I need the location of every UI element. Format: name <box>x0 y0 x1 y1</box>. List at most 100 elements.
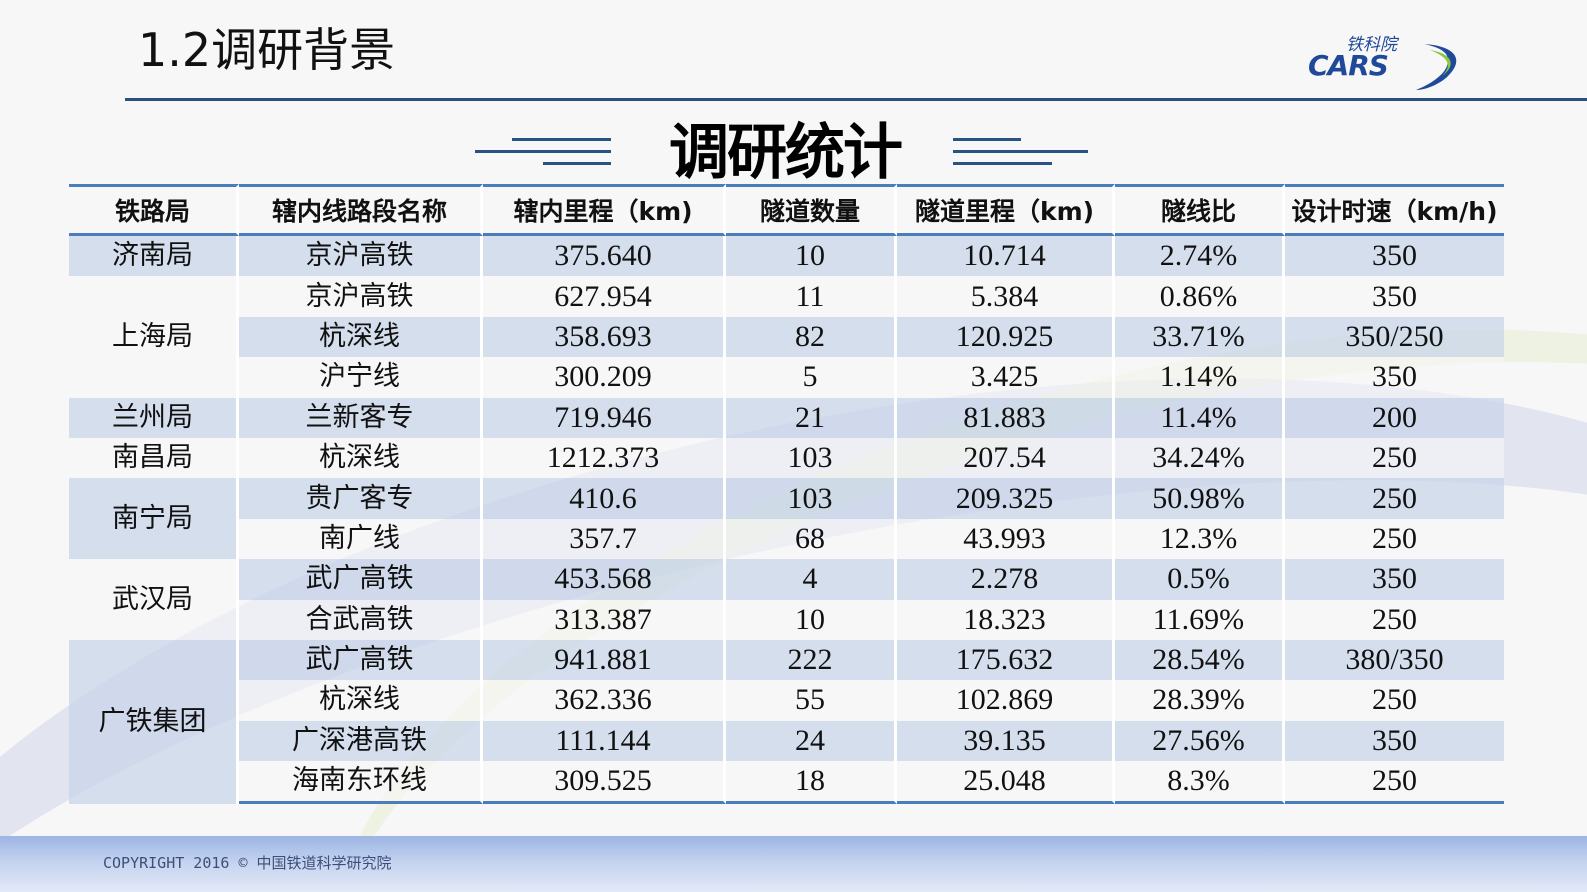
tunnel-ratio-cell: 28.39% <box>1115 680 1285 721</box>
design-speed-cell: 250 <box>1285 478 1504 519</box>
table-row: 上海局 京沪高铁 627.954 11 5.384 0.86% 350 <box>69 276 1504 398</box>
length-cell: 453.568 <box>483 559 726 600</box>
tunnel-ratio-cell: 11.69% <box>1115 599 1285 640</box>
table-row: 广深港高铁 111.144 24 39.135 27.56% 350 <box>69 720 1504 762</box>
bureau-cell: 武汉局 <box>69 559 239 640</box>
bureau-cell: 兰州局 <box>69 397 239 438</box>
design-speed-cell: 350 <box>1285 720 1504 762</box>
tunnel-ratio-cell: 34.24% <box>1115 437 1285 479</box>
line-name-cell: 沪宁线 <box>239 357 483 398</box>
tunnel-count-cell: 18 <box>726 761 897 805</box>
tunnel-count-cell: 222 <box>726 639 897 681</box>
svg-text:CARS: CARS <box>1308 49 1388 82</box>
length-cell: 357.7 <box>483 518 726 560</box>
tunnel-length-cell: 120.925 <box>897 316 1115 358</box>
line-name-cell: 南广线 <box>239 518 483 560</box>
column-header-bureau: 铁路局 <box>69 184 239 236</box>
tunnel-length-cell: 5.384 <box>897 276 1115 317</box>
line-name-cell: 广深港高铁 <box>239 720 483 762</box>
cars-logo-icon: 铁科院 CARS <box>1308 35 1457 90</box>
length-cell: 111.144 <box>483 720 726 762</box>
tunnel-ratio-cell: 12.3% <box>1115 518 1285 560</box>
bureau-cell: 济南局 <box>69 236 239 277</box>
tunnel-count-cell: 24 <box>726 720 897 762</box>
tunnel-length-cell: 43.993 <box>897 518 1115 560</box>
tunnel-ratio-cell: 0.86% <box>1115 276 1285 317</box>
tunnel-count-cell: 10 <box>726 599 897 640</box>
design-speed-cell: 350/250 <box>1285 316 1504 358</box>
cars-logo: 铁科院 CARS <box>1306 30 1471 96</box>
length-cell: 941.881 <box>483 639 726 681</box>
length-cell: 309.525 <box>483 761 726 805</box>
column-header-length: 辖内里程（km) <box>483 184 726 236</box>
length-cell: 358.693 <box>483 316 726 358</box>
column-header-tunnel-ratio: 隧线比 <box>1115 184 1285 236</box>
table-row: 南昌局 杭深线 1212.373 103 207.54 34.24% 250 <box>69 437 1504 479</box>
survey-table: 铁路局 辖内线路段名称 辖内里程（km) 隧道数量 隧道里程（km) 隧线比 设… <box>69 184 1504 805</box>
line-name-cell: 兰新客专 <box>239 397 483 438</box>
title-divider <box>125 98 1587 101</box>
length-cell: 313.387 <box>483 599 726 640</box>
tunnel-count-cell: 55 <box>726 680 897 721</box>
line-name-cell: 杭深线 <box>239 437 483 479</box>
tunnel-ratio-cell: 27.56% <box>1115 720 1285 762</box>
tunnel-count-cell: 21 <box>726 397 897 438</box>
design-speed-cell: 200 <box>1285 397 1504 438</box>
tunnel-count-cell: 5 <box>726 357 897 398</box>
line-name-cell: 杭深线 <box>239 680 483 721</box>
table-row: 沪宁线 300.209 5 3.425 1.14% 350 <box>69 357 1504 398</box>
column-header-tunnel-count: 隧道数量 <box>726 184 897 236</box>
table-row: 海南东环线 309.525 18 25.048 8.3% 250 <box>69 761 1504 805</box>
length-cell: 375.640 <box>483 236 726 277</box>
tunnel-count-cell: 4 <box>726 559 897 600</box>
footer-bar: COPYRIGHT 2016 © 中国铁道科学研究院 <box>0 836 1587 892</box>
page-title: 1.2调研背景 <box>138 23 396 77</box>
table-row: 武汉局 武广高铁 453.568 4 2.278 0.5% 350 <box>69 559 1504 640</box>
bureau-cell: 南昌局 <box>69 437 239 479</box>
length-cell: 627.954 <box>483 276 726 317</box>
line-name-cell: 贵广客专 <box>239 478 483 519</box>
length-cell: 300.209 <box>483 357 726 398</box>
line-name-cell: 武广高铁 <box>239 559 483 600</box>
length-cell: 1212.373 <box>483 437 726 479</box>
table-header-row: 铁路局 辖内线路段名称 辖内里程（km) 隧道数量 隧道里程（km) 隧线比 设… <box>69 184 1504 236</box>
table-row: 济南局 京沪高铁 375.640 10 10.714 2.74% 350 <box>69 236 1504 277</box>
design-speed-cell: 250 <box>1285 761 1504 805</box>
heading-decoration-line <box>953 150 1088 153</box>
tunnel-length-cell: 39.135 <box>897 720 1115 762</box>
table-row: 南宁局 贵广客专 410.6 103 209.325 50.98% 250 <box>69 478 1504 560</box>
tunnel-length-cell: 209.325 <box>897 478 1115 519</box>
table-row: 杭深线 362.336 55 102.869 28.39% 250 <box>69 680 1504 721</box>
tunnel-length-cell: 25.048 <box>897 761 1115 805</box>
svg-text:铁科院: 铁科院 <box>1346 35 1400 55</box>
design-speed-cell: 250 <box>1285 518 1504 560</box>
design-speed-cell: 250 <box>1285 437 1504 479</box>
length-cell: 362.336 <box>483 680 726 721</box>
line-name-cell: 杭深线 <box>239 316 483 358</box>
tunnel-ratio-cell: 1.14% <box>1115 357 1285 398</box>
table-row: 广铁集团 武广高铁 941.881 222 175.632 28.54% 380… <box>69 639 1504 805</box>
column-header-tunnel-length: 隧道里程（km) <box>897 184 1115 236</box>
tunnel-length-cell: 3.425 <box>897 357 1115 398</box>
bureau-cell: 上海局 <box>69 276 239 398</box>
table-row: 南广线 357.7 68 43.993 12.3% 250 <box>69 518 1504 560</box>
tunnel-length-cell: 2.278 <box>897 559 1115 600</box>
heading-decoration-line <box>953 138 1021 141</box>
tunnel-ratio-cell: 2.74% <box>1115 236 1285 277</box>
column-header-design-speed: 设计时速（km/h) <box>1285 184 1504 236</box>
tunnel-count-cell: 103 <box>726 478 897 519</box>
heading-decoration-line <box>512 138 611 141</box>
line-name-cell: 京沪高铁 <box>239 236 483 277</box>
line-name-cell: 京沪高铁 <box>239 276 483 317</box>
design-speed-cell: 350 <box>1285 559 1504 600</box>
line-name-cell: 合武高铁 <box>239 599 483 640</box>
tunnel-count-cell: 82 <box>726 316 897 358</box>
tunnel-ratio-cell: 33.71% <box>1115 316 1285 358</box>
tunnel-ratio-cell: 50.98% <box>1115 478 1285 519</box>
line-name-cell: 武广高铁 <box>239 639 483 681</box>
tunnel-length-cell: 207.54 <box>897 437 1115 479</box>
length-cell: 410.6 <box>483 478 726 519</box>
heading-decoration-line <box>475 150 611 153</box>
heading-decoration-line <box>543 162 611 165</box>
tunnel-count-cell: 11 <box>726 276 897 317</box>
